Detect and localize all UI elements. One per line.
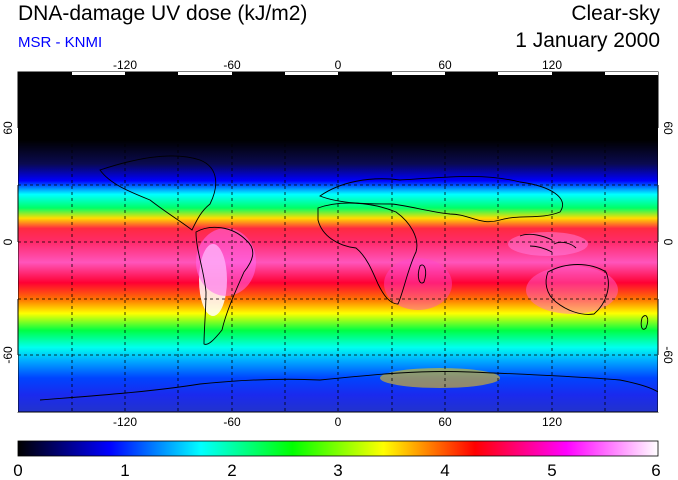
lat-tick-left: 60 — [1, 121, 15, 135]
lon-tick-top: 0 — [335, 58, 342, 72]
lon-tick-top: -120 — [113, 58, 137, 72]
colorbar-label: 1 — [120, 461, 129, 480]
map-title: DNA-damage UV dose (kJ/m2) — [18, 2, 308, 25]
product-label: Clear-sky — [571, 2, 660, 25]
coast-madagascar — [417, 264, 427, 284]
colorbar-label: 3 — [333, 461, 342, 480]
lat-tick-right: 60 — [661, 121, 675, 135]
map-border — [15, 71, 661, 413]
colorbar-label: 4 — [440, 461, 449, 480]
lon-tick-bottom: 60 — [438, 415, 452, 429]
coast-south-america — [195, 226, 254, 345]
lat-tick-left: -60 — [1, 346, 15, 364]
coast-antarctica — [39, 371, 658, 401]
date-label: 1 January 2000 — [515, 29, 660, 52]
lat-tick-right: -60 — [661, 346, 675, 364]
lon-tick-bottom: -120 — [113, 415, 137, 429]
colorbar-gradient — [17, 440, 659, 457]
coast-north-america — [99, 155, 217, 231]
coast-indonesia — [519, 233, 577, 253]
lon-tick-bottom: 120 — [542, 415, 562, 429]
lon-labels: -120 -60 0 60 120 -120 -60 0 60 120 — [113, 58, 562, 429]
lon-tick-top: 60 — [438, 58, 452, 72]
gridlines — [18, 72, 658, 412]
colorbar-label: 2 — [227, 461, 236, 480]
lon-tick-bottom: -60 — [223, 415, 241, 429]
lat-tick-right: 0 — [661, 239, 675, 246]
lon-tick-bottom: 0 — [335, 415, 342, 429]
colorbar: 0 1 2 3 4 5 6 — [13, 440, 661, 480]
colorbar-label: 0 — [13, 461, 22, 480]
source-label: MSR - KNMI — [18, 34, 103, 51]
colorbar-label: 5 — [547, 461, 556, 480]
lat-labels: 60 0 -60 60 0 -60 — [1, 121, 675, 364]
colorbar-label: 6 — [651, 461, 660, 480]
coast-australia — [545, 264, 609, 315]
lon-tick-top: -60 — [223, 58, 241, 72]
coast-new-zealand — [640, 315, 649, 330]
lat-tick-left: 0 — [1, 238, 15, 245]
coast-eurasia — [319, 175, 563, 223]
lon-tick-top: 120 — [542, 58, 562, 72]
